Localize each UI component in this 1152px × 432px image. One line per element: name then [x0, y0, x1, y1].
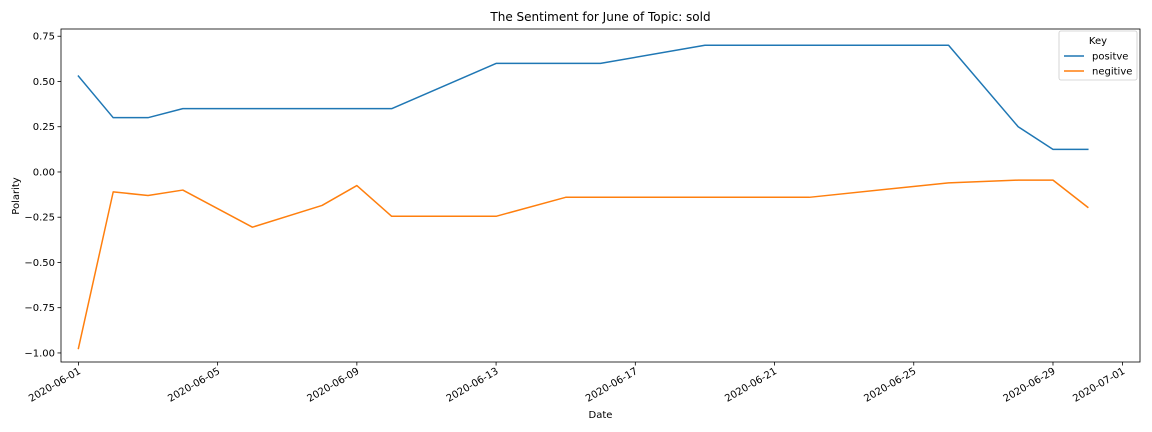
- legend-box: [1058, 30, 1138, 81]
- y-tick-label: −0.50: [24, 258, 55, 269]
- y-tick-label: 0.75: [33, 32, 55, 43]
- chart-title: The Sentiment for June of Topic: sold: [489, 10, 710, 24]
- x-tick-label: 2020-06-29: [1002, 366, 1058, 405]
- legend-label-positve: positve: [1092, 52, 1128, 63]
- y-tick-label: 0.00: [33, 167, 55, 178]
- x-tick-label: 2020-06-13: [445, 366, 501, 405]
- x-tick-label: 2020-06-09: [306, 366, 362, 405]
- plot-frame: [60, 28, 1141, 363]
- y-tick-label: 0.50: [33, 77, 55, 88]
- legend: Key positve negitive: [1058, 30, 1138, 81]
- x-tick-label: 2020-06-17: [584, 366, 640, 405]
- y-tick-label: −0.75: [24, 303, 55, 314]
- y-tick-label: 0.25: [33, 122, 55, 133]
- x-axis: 2020-06-01 2020-06-05 2020-06-09 2020-06-13…: [27, 362, 1127, 405]
- x-tick-label: 2020-07-01: [1071, 366, 1127, 405]
- legend-label-negitive: negitive: [1092, 67, 1132, 78]
- x-tick-label: 2020-06-05: [166, 366, 222, 405]
- y-axis: −1.00 −0.75 −0.50 −0.25 0.00 0.25 0.50 0.75: [24, 32, 61, 359]
- x-tick-label: 2020-06-21: [723, 366, 779, 405]
- x-tick-label: 2020-06-01: [27, 366, 83, 405]
- y-tick-label: −1.00: [24, 348, 55, 359]
- x-tick-label: 2020-06-25: [862, 366, 918, 405]
- x-axis-title: Date: [589, 410, 613, 421]
- legend-title: Key: [1089, 36, 1107, 47]
- y-axis-title: Polarity: [11, 177, 22, 215]
- y-tick-label: −0.25: [24, 213, 55, 224]
- series-line-negitive: [77, 179, 1089, 350]
- series-layer: [77, 44, 1089, 350]
- series-line-positve: [77, 44, 1089, 151]
